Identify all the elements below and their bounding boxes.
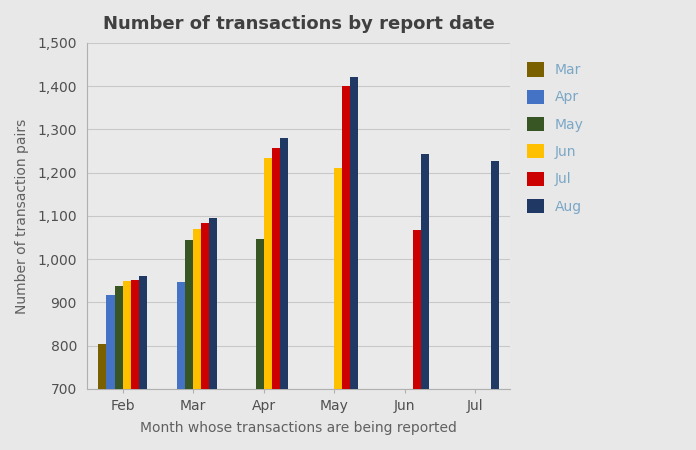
Y-axis label: Number of transaction pairs: Number of transaction pairs: [15, 118, 29, 314]
Bar: [350, 76, 358, 450]
Bar: [255, 239, 264, 450]
Bar: [491, 161, 500, 450]
Bar: [334, 168, 342, 450]
X-axis label: Month whose transactions are being reported: Month whose transactions are being repor…: [141, 421, 457, 435]
Bar: [271, 148, 280, 450]
Bar: [131, 280, 139, 450]
Legend: Mar, Apr, May, Jun, Jul, Aug: Mar, Apr, May, Jun, Jul, Aug: [521, 57, 590, 219]
Bar: [421, 153, 429, 450]
Bar: [201, 223, 209, 450]
Bar: [193, 229, 201, 450]
Title: Number of transactions by report date: Number of transactions by report date: [103, 15, 495, 33]
Bar: [98, 343, 106, 450]
Bar: [209, 218, 217, 450]
Bar: [177, 282, 185, 450]
Bar: [185, 240, 193, 450]
Bar: [115, 287, 122, 450]
Bar: [342, 86, 350, 450]
Bar: [139, 276, 147, 450]
Bar: [413, 230, 421, 450]
Bar: [264, 158, 271, 450]
Bar: [122, 281, 131, 450]
Bar: [106, 295, 115, 450]
Bar: [280, 138, 288, 450]
